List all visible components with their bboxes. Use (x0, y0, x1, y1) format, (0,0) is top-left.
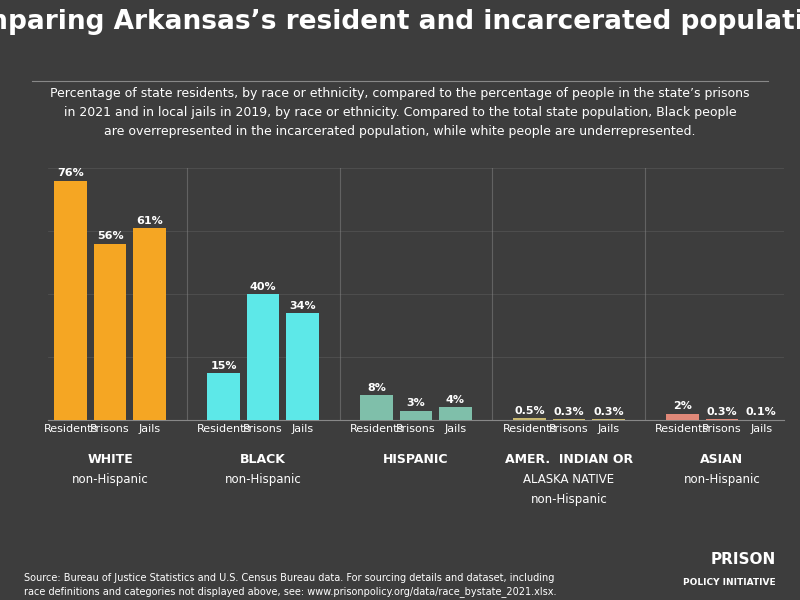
Text: 0.3%: 0.3% (706, 407, 738, 417)
Text: 34%: 34% (289, 301, 316, 311)
Bar (286, 313, 318, 420)
Text: AMER.  INDIAN OR: AMER. INDIAN OR (505, 453, 633, 466)
Text: Comparing Arkansas’s resident and incarcerated populations: Comparing Arkansas’s resident and incarc… (0, 9, 800, 35)
Bar (439, 407, 472, 420)
Text: 8%: 8% (367, 383, 386, 392)
Text: PRISON: PRISON (710, 552, 776, 567)
Bar (553, 419, 585, 420)
Text: non-Hispanic: non-Hispanic (225, 473, 302, 486)
Text: 0.3%: 0.3% (593, 407, 624, 417)
Text: Source: Bureau of Justice Statistics and U.S. Census Bureau data. For sourcing d: Source: Bureau of Justice Statistics and… (24, 573, 557, 597)
Bar (207, 373, 240, 420)
Text: 56%: 56% (97, 232, 123, 241)
Text: non-Hispanic: non-Hispanic (683, 473, 760, 486)
Text: 2%: 2% (673, 401, 692, 412)
Bar (360, 395, 393, 420)
Text: 0.5%: 0.5% (514, 406, 545, 416)
Text: non-Hispanic: non-Hispanic (530, 493, 607, 506)
Text: BLACK: BLACK (240, 453, 286, 466)
Text: 0.1%: 0.1% (746, 407, 777, 418)
Bar (247, 294, 279, 420)
Text: 0.3%: 0.3% (554, 407, 584, 417)
Text: 40%: 40% (250, 282, 276, 292)
Text: ASIAN: ASIAN (700, 453, 743, 466)
Bar (134, 228, 166, 420)
Text: HISPANIC: HISPANIC (383, 453, 449, 466)
Text: POLICY INITIATIVE: POLICY INITIATIVE (683, 578, 776, 587)
Bar (592, 419, 625, 420)
Text: WHITE: WHITE (87, 453, 133, 466)
Text: 3%: 3% (406, 398, 426, 409)
Text: 15%: 15% (210, 361, 237, 371)
Bar (54, 181, 87, 420)
Bar (514, 418, 546, 420)
Text: Percentage of state residents, by race or ethnicity, compared to the percentage : Percentage of state residents, by race o… (50, 87, 750, 138)
Bar (666, 414, 698, 420)
Text: 61%: 61% (136, 215, 163, 226)
Text: ALASKA NATIVE: ALASKA NATIVE (523, 473, 614, 486)
Text: 76%: 76% (58, 169, 84, 178)
Bar (706, 419, 738, 420)
Text: 4%: 4% (446, 395, 465, 405)
Text: non-Hispanic: non-Hispanic (72, 473, 149, 486)
Bar (400, 410, 432, 420)
Bar (94, 244, 126, 420)
